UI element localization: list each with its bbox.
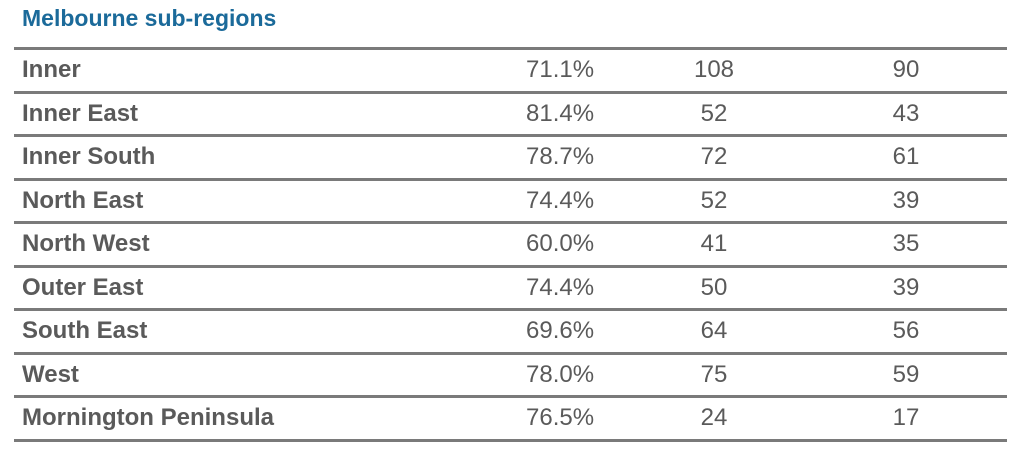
percentage-value: 74.4%: [526, 273, 595, 301]
table-row: Mornington Peninsula 76.5% 24 17: [14, 398, 1007, 442]
count-value-2: 17: [892, 404, 920, 431]
count-value-2: 39: [892, 186, 920, 214]
table-row: Outer East 74.4% 50 39: [14, 268, 1007, 311]
table-row: Inner South 78.7% 72 61: [14, 137, 1007, 181]
count-value-2: 35: [892, 230, 920, 257]
region-name: Mornington Peninsula: [22, 404, 274, 431]
table-row: Inner 71.1% 108 90: [14, 50, 1007, 94]
count-value-1: 52: [700, 186, 728, 214]
count-value-1: 108: [693, 56, 735, 83]
count-value-2: 56: [892, 317, 920, 344]
count-value-1: 24: [700, 404, 728, 431]
region-name: North East: [22, 186, 144, 214]
region-name: Inner: [22, 56, 81, 83]
region-name: South East: [22, 317, 148, 344]
count-value-2: 90: [892, 56, 920, 83]
table-row: North West 60.0% 41 35: [14, 224, 1007, 268]
table-row: North East 74.4% 52 39: [14, 181, 1007, 224]
count-value-1: 41: [700, 230, 728, 257]
count-value-2: 43: [892, 99, 920, 127]
sub-regions-table: Inner 71.1% 108 90 Inner East 81.4% 52 4…: [14, 47, 1007, 442]
percentage-value: 69.6%: [526, 317, 595, 344]
region-name: Outer East: [22, 273, 144, 301]
table-row: Inner East 81.4% 52 43: [14, 94, 1007, 137]
percentage-value: 60.0%: [526, 230, 595, 257]
count-value-1: 72: [700, 143, 728, 170]
count-value-1: 64: [700, 317, 728, 344]
region-name: North West: [22, 230, 150, 257]
percentage-value: 78.0%: [526, 360, 595, 388]
table-title: Melbourne sub-regions: [22, 5, 277, 31]
percentage-value: 78.7%: [526, 143, 595, 170]
region-name: Inner East: [22, 99, 139, 127]
region-name: Inner South: [22, 143, 156, 170]
table-row: South East 69.6% 64 56: [14, 311, 1007, 355]
count-value-1: 75: [700, 360, 728, 388]
percentage-value: 71.1%: [526, 56, 595, 83]
count-value-2: 61: [892, 143, 920, 170]
region-name: West: [22, 360, 79, 388]
count-value-1: 50: [700, 273, 728, 301]
percentage-value: 74.4%: [526, 186, 595, 214]
count-value-2: 59: [892, 360, 920, 388]
percentage-value: 81.4%: [526, 99, 595, 127]
count-value-2: 39: [892, 273, 920, 301]
table-row: West 78.0% 75 59: [14, 355, 1007, 398]
count-value-1: 52: [700, 99, 728, 127]
percentage-value: 76.5%: [526, 404, 595, 431]
